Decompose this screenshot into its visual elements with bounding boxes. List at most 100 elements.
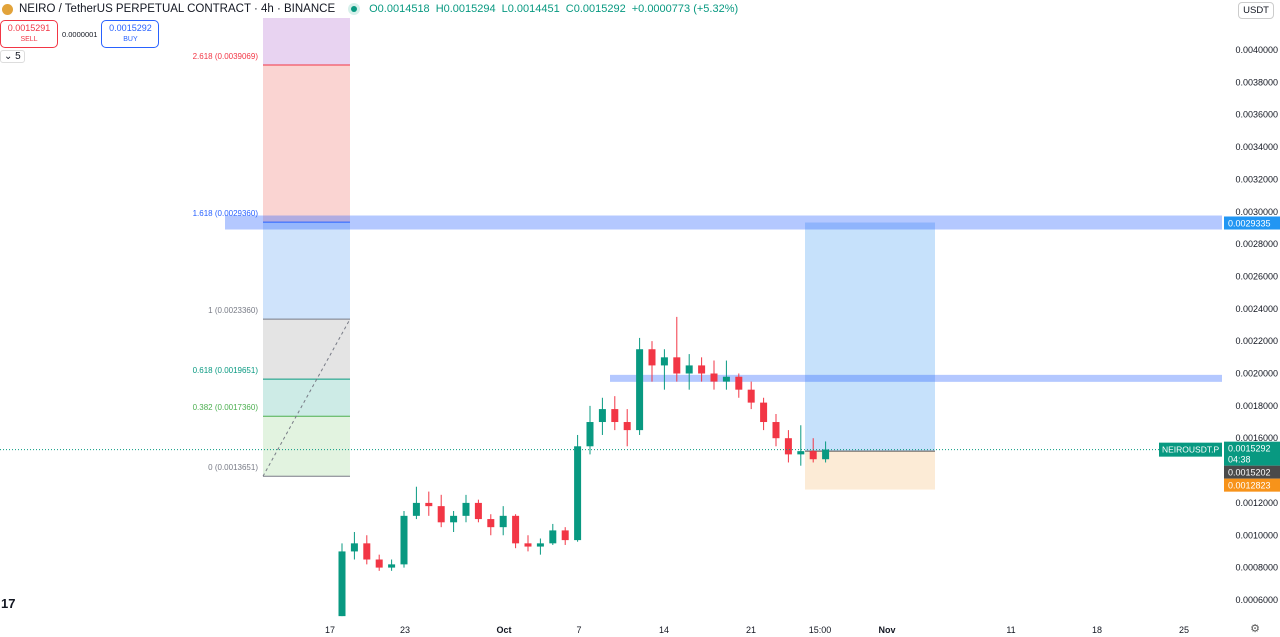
indicators-collapse-button[interactable]: ⌄ 5 bbox=[0, 50, 25, 63]
price-axis-tick: 0.0034000 bbox=[1235, 142, 1278, 152]
sell-label: SELL bbox=[20, 36, 38, 43]
time-axis-tick: 17 bbox=[325, 625, 335, 635]
candle-body bbox=[574, 446, 582, 541]
candle bbox=[648, 341, 656, 382]
candle-body bbox=[735, 376, 743, 390]
time-axis-tick: 15:00 bbox=[809, 625, 832, 635]
candle bbox=[611, 396, 619, 431]
buy-button[interactable]: 0.0015292 BUY bbox=[101, 20, 160, 48]
fib-level-label: 0.382 (0.0017360) bbox=[193, 403, 259, 412]
price-axis-tick: 0.0030000 bbox=[1235, 207, 1278, 217]
stop-price-tag: 0.0012823 bbox=[1228, 481, 1271, 491]
candle bbox=[822, 441, 830, 463]
symbol-title[interactable]: NEIRO / TetherUS PERPETUAL CONTRACT · 4h… bbox=[19, 3, 336, 15]
settings-gear-icon[interactable]: ⚙ bbox=[1250, 623, 1260, 635]
candle bbox=[474, 499, 482, 523]
candle-body bbox=[623, 422, 631, 431]
currency-button[interactable]: USDT bbox=[1238, 2, 1274, 19]
buy-label: BUY bbox=[123, 36, 138, 43]
ohlc-high: H0.0015294 bbox=[435, 3, 496, 15]
time-axis-tick: 14 bbox=[659, 625, 669, 635]
time-axis-tick: Nov bbox=[878, 625, 895, 635]
candle-body bbox=[797, 451, 805, 455]
last-price-tag: 0.0015292 bbox=[1228, 444, 1271, 454]
fib-zone bbox=[263, 65, 350, 223]
sell-price: 0.0015291 bbox=[7, 23, 51, 33]
candle bbox=[636, 337, 644, 435]
price-axis-tick: 0.0038000 bbox=[1235, 77, 1278, 87]
candle bbox=[710, 360, 718, 390]
tradingview-logo-icon[interactable]: 17 bbox=[1, 596, 16, 611]
candle bbox=[400, 510, 408, 568]
symbol-header: NEIRO / TetherUS PERPETUAL CONTRACT · 4h… bbox=[2, 3, 738, 15]
candle bbox=[673, 316, 681, 382]
candle-body bbox=[425, 502, 433, 507]
candle bbox=[450, 510, 458, 533]
candle bbox=[623, 409, 631, 447]
candle bbox=[437, 494, 445, 528]
time-axis-tick: 23 bbox=[400, 625, 410, 635]
candle-body bbox=[561, 530, 569, 541]
stop-price-tag-bg bbox=[1224, 478, 1280, 492]
candle bbox=[524, 535, 532, 552]
candle bbox=[412, 486, 420, 520]
candle bbox=[797, 425, 805, 466]
candle bbox=[586, 405, 594, 455]
candle-body bbox=[747, 389, 755, 403]
candle-body bbox=[685, 365, 693, 374]
price-axis-tick: 0.0026000 bbox=[1235, 271, 1278, 281]
fib-zone bbox=[263, 319, 350, 380]
entry-price-tag: 0.0015202 bbox=[1228, 468, 1271, 478]
candle bbox=[747, 381, 755, 410]
candle bbox=[722, 360, 730, 390]
candle-body bbox=[487, 519, 495, 528]
candle-body bbox=[437, 506, 445, 523]
price-axis-tick: 0.0028000 bbox=[1235, 239, 1278, 249]
ohlc-change: +0.0000773 (+5.32%) bbox=[631, 3, 739, 15]
price-axis-tick: 0.0016000 bbox=[1235, 433, 1278, 443]
fib-zone bbox=[263, 18, 350, 66]
zone-price-tag-bg bbox=[1224, 216, 1280, 230]
last-price-tag: 04:38 bbox=[1228, 455, 1251, 465]
candle bbox=[574, 434, 582, 542]
candle bbox=[660, 349, 668, 390]
candle-body bbox=[784, 438, 792, 455]
candle bbox=[487, 514, 495, 536]
indicator-count: 5 bbox=[15, 51, 21, 62]
candle-body bbox=[586, 422, 594, 447]
position-target-zone bbox=[805, 222, 935, 452]
price-axis-tick: 0.0024000 bbox=[1235, 304, 1278, 314]
candle-body bbox=[660, 357, 668, 366]
ohlc-open: O0.0014518 bbox=[369, 3, 430, 15]
candle bbox=[499, 506, 507, 536]
time-axis-tick: 25 bbox=[1179, 625, 1189, 635]
spread: 0.0000001 bbox=[62, 29, 98, 39]
candle-body bbox=[710, 373, 718, 382]
candle-body bbox=[524, 543, 532, 547]
candle-body bbox=[722, 376, 730, 382]
candle bbox=[512, 514, 520, 549]
sell-button[interactable]: 0.0015291 SELL bbox=[0, 20, 58, 48]
candle bbox=[772, 413, 780, 447]
price-axis-tick: 0.0032000 bbox=[1235, 174, 1278, 184]
candle-body bbox=[549, 530, 557, 544]
candle-body bbox=[822, 449, 830, 460]
trade-panel: 0.0015291 SELL 0.0000001 0.0015292 BUY bbox=[0, 20, 160, 48]
candle-body bbox=[698, 365, 706, 374]
candle-body bbox=[772, 422, 780, 439]
candle bbox=[809, 438, 817, 463]
coin-logo-icon bbox=[2, 3, 13, 15]
candle-body bbox=[760, 402, 768, 423]
symbol-tag-bg bbox=[1159, 442, 1222, 457]
fib-level-label: 1.618 (0.0029360) bbox=[193, 209, 259, 218]
candle-body bbox=[462, 502, 470, 516]
candle bbox=[598, 397, 606, 435]
candle bbox=[698, 357, 706, 382]
candle bbox=[735, 373, 743, 398]
time-axis-tick: 7 bbox=[576, 625, 581, 635]
candle-body bbox=[338, 551, 346, 617]
candle bbox=[760, 397, 768, 431]
fib-level-label: 0.618 (0.0019651) bbox=[193, 366, 259, 375]
price-axis-tick: 0.0036000 bbox=[1235, 110, 1278, 120]
